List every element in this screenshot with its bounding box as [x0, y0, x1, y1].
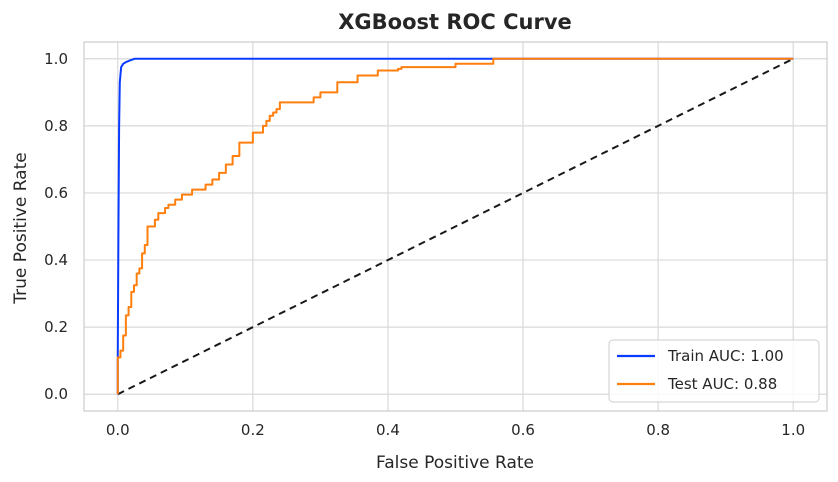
plot-frame — [83, 41, 828, 412]
y-tick-label: 0.6 — [44, 184, 68, 202]
series-line-test — [116, 57, 794, 395]
y-tick-labels: 0.0 0.2 0.4 0.6 0.8 1.0 — [44, 50, 68, 403]
y-tick-label: 1.0 — [44, 50, 68, 68]
x-tick-label: 0.8 — [646, 421, 670, 439]
x-tick-label: 0.2 — [241, 421, 265, 439]
legend-label-test: Test AUC: 0.88 — [667, 375, 777, 393]
chart-title: XGBoost ROC Curve — [338, 10, 572, 34]
y-tick-label: 0.4 — [44, 251, 68, 269]
x-tick-label: 0.6 — [511, 421, 535, 439]
x-tick-label: 0.4 — [376, 421, 400, 439]
y-tick-label: 0.0 — [44, 385, 68, 403]
x-axis-label: False Positive Rate — [376, 453, 534, 473]
x-tick-label: 1.0 — [781, 421, 805, 439]
y-tick-label: 0.2 — [44, 318, 68, 336]
legend-box — [608, 339, 820, 403]
y-axis-label: True Positive Rate — [11, 152, 31, 304]
y-tick-label: 0.8 — [44, 117, 68, 135]
x-tick-labels: 0.0 0.2 0.4 0.6 0.8 1.0 — [106, 421, 805, 439]
legend: Train AUC: 1.00 Test AUC: 0.88 — [608, 339, 820, 403]
x-tick-label: 0.0 — [106, 421, 130, 439]
series-line-train — [116, 57, 794, 395]
reference-diagonal-line — [117, 57, 794, 396]
legend-label-train: Train AUC: 1.00 — [667, 347, 784, 365]
series-layer — [116, 57, 794, 396]
